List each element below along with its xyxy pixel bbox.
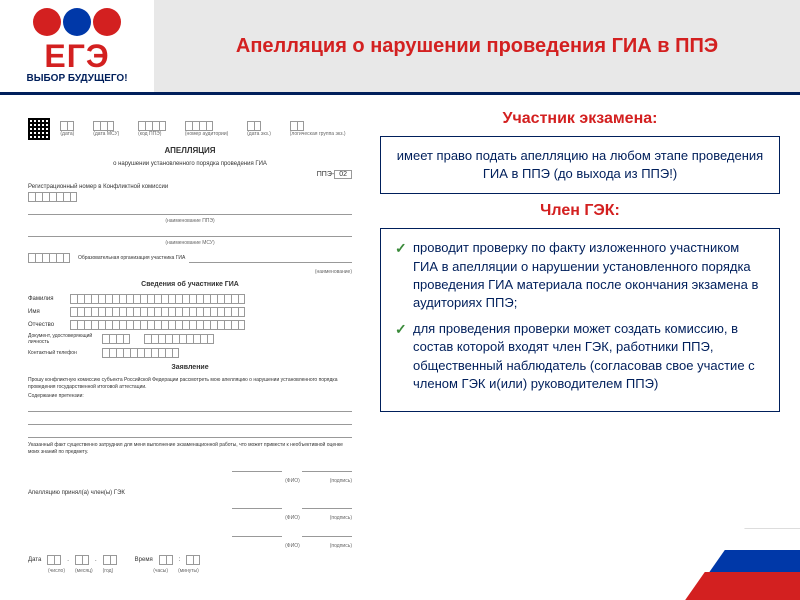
qr-icon: [28, 118, 50, 140]
form-title: АПЕЛЛЯЦИЯ: [28, 146, 352, 155]
form-preview: (дата) (дата МСУ) (код ППЭ) (номер аудит…: [20, 110, 360, 570]
info-box-2: проводит проверку по факту изложенного у…: [380, 228, 780, 412]
logo-icon-1: [33, 8, 61, 36]
logo-sub: ВЫБОР БУДУЩЕГО!: [8, 73, 146, 84]
list-item: для проведения проверки может создать ко…: [395, 320, 765, 393]
page-title: Апелляция о нарушении проведения ГИА в П…: [236, 35, 718, 58]
section2-title: Член ГЭК:: [380, 202, 780, 220]
header: ЕГЭ ВЫБОР БУДУЩЕГО! Апелляция о нарушени…: [0, 0, 800, 95]
info-box-1: имеет право подать апелляцию на любом эт…: [380, 136, 780, 194]
logo-icon-3: [93, 8, 121, 36]
right-panel: Участник экзамена: имеет право подать ап…: [380, 110, 780, 590]
logo-icon-2: [63, 8, 91, 36]
corner-flag: [680, 520, 800, 600]
logo-main: ЕГЭ: [8, 38, 146, 75]
title-area: Апелляция о нарушении проведения ГИА в П…: [154, 0, 800, 92]
logo: ЕГЭ ВЫБОР БУДУЩЕГО!: [0, 0, 154, 92]
list-item: проводит проверку по факту изложенного у…: [395, 239, 765, 312]
check-list: проводит проверку по факту изложенного у…: [395, 239, 765, 393]
info-text-1: имеет право подать апелляцию на любом эт…: [397, 148, 763, 181]
section1-title: Участник экзамена:: [380, 110, 780, 128]
